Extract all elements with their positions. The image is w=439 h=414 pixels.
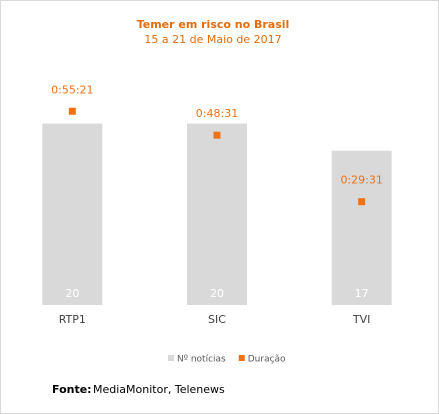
value-label: 0:29:31 bbox=[340, 174, 382, 187]
legend-swatch bbox=[168, 355, 174, 361]
legend-label: Nº notícias bbox=[177, 355, 226, 365]
x-tick-label: SIC bbox=[208, 313, 226, 326]
value-label: 0:48:31 bbox=[196, 107, 238, 120]
bar bbox=[187, 123, 247, 305]
value-label: 20 bbox=[65, 287, 79, 300]
source-label: Fonte: bbox=[52, 383, 92, 396]
bar bbox=[42, 123, 103, 305]
value-label: 20 bbox=[210, 287, 224, 300]
chart-subtitle: 15 a 21 de Maio de 2017 bbox=[144, 33, 281, 46]
chart-title: Temer em risco no Brasil bbox=[137, 18, 290, 31]
x-tick-label: RTP1 bbox=[59, 313, 86, 326]
legend-label: Duração bbox=[248, 355, 286, 365]
bar bbox=[331, 150, 392, 305]
point bbox=[213, 131, 221, 139]
source: MediaMonitor, Telenews bbox=[93, 383, 225, 396]
x-tick-label: TVI bbox=[352, 313, 371, 326]
value-label: 17 bbox=[355, 287, 369, 300]
legend-swatch bbox=[238, 355, 245, 361]
point bbox=[68, 107, 76, 115]
point bbox=[358, 198, 366, 206]
value-label: 0:55:21 bbox=[51, 83, 93, 96]
